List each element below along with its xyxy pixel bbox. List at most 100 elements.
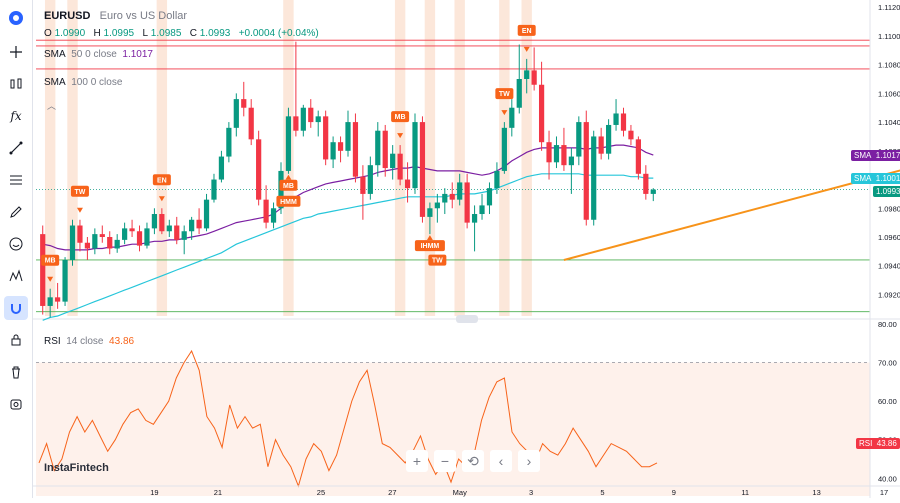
- scroll-left-button[interactable]: ‹: [490, 450, 512, 472]
- candle-body: [538, 84, 545, 143]
- rsi-value: 43.86: [109, 336, 135, 347]
- candle-body: [107, 237, 113, 249]
- time-tick-label: 19: [150, 488, 158, 497]
- magnet-icon[interactable]: [4, 296, 28, 320]
- candle-body: [620, 113, 627, 131]
- price-tick-label: 1.1100: [878, 32, 900, 41]
- rsi-tag-value: 43.86: [876, 439, 897, 448]
- candle-body: [494, 170, 500, 189]
- candle-body: [628, 130, 634, 140]
- candle-body: [211, 179, 217, 200]
- candle-body: [509, 107, 515, 128]
- sma50-tag-label: SMA: [854, 151, 872, 160]
- logo-icon[interactable]: [4, 6, 28, 30]
- ohlc-legend: O 1.0990 H 1.0995 L 1.0985 C 1.0993 +0.0…: [44, 28, 319, 39]
- price-tick-label: 1.1040: [878, 118, 900, 127]
- candle-body: [330, 142, 336, 160]
- lock-icon[interactable]: [4, 328, 28, 352]
- candle-body: [449, 193, 455, 200]
- candle-body: [166, 225, 172, 232]
- signal-badge: [414, 240, 445, 252]
- candle-body: [196, 219, 202, 229]
- rsi-legend[interactable]: RSI 14 close 43.86: [44, 336, 134, 347]
- signal-label: HMM: [280, 199, 297, 206]
- rsi-band: [36, 362, 870, 496]
- sma100-price-tag: SMA 1.1001: [851, 173, 900, 184]
- rsi-tag-label: RSI: [859, 439, 873, 448]
- candle-body: [263, 199, 269, 223]
- scroll-right-button[interactable]: ›: [518, 450, 540, 472]
- candle-body: [114, 239, 120, 249]
- candle-body: [174, 225, 180, 240]
- reset-chart-button[interactable]: ⟲: [462, 450, 484, 472]
- time-tick-label: May: [453, 488, 467, 497]
- candle-body: [77, 225, 83, 243]
- signal-label: IHMM: [421, 243, 440, 250]
- sma50-legend[interactable]: SMA 50 0 close 1.1017: [44, 49, 153, 60]
- candle-body: [218, 156, 225, 180]
- emoji-icon[interactable]: [4, 232, 28, 256]
- delete-icon[interactable]: [4, 360, 28, 384]
- signal-label: TW: [75, 189, 86, 196]
- formula-icon[interactable]: fx: [10, 109, 22, 123]
- candle-body: [270, 208, 277, 223]
- zoom-out-button[interactable]: −: [434, 450, 456, 472]
- signal-label: EN: [157, 177, 167, 184]
- candle-body: [315, 116, 321, 123]
- price-tick-label: 1.0940: [878, 262, 900, 271]
- high-value: 1.0995: [103, 28, 135, 39]
- sma100-tag-label: SMA: [854, 174, 872, 183]
- signal-shade: [67, 0, 78, 316]
- candle-body: [226, 127, 232, 157]
- candles-icon[interactable]: [4, 72, 28, 96]
- chart-canvas[interactable]: MB TW EN MB HMM MB IHMM TW TW EN 1.1120 1.1100 1.108…: [32, 0, 900, 498]
- time-tick-label: 5: [600, 488, 604, 497]
- visibility-icon[interactable]: [4, 392, 28, 416]
- candle-body: [643, 173, 649, 194]
- crosshair-icon[interactable]: [4, 40, 28, 64]
- zoom-in-button[interactable]: +: [406, 450, 428, 472]
- candle-body: [233, 99, 239, 128]
- signal-badge: [276, 195, 301, 207]
- open-label: O: [44, 28, 52, 39]
- candle-body: [256, 139, 262, 200]
- sma100-params: 100 0 close: [71, 77, 123, 88]
- candle-body: [412, 122, 418, 189]
- signal-arrow-down: [47, 276, 54, 282]
- fib-icon[interactable]: [4, 168, 28, 192]
- pattern-icon[interactable]: [4, 264, 28, 288]
- signal-badge: [391, 111, 410, 123]
- low-value: 1.0985: [150, 28, 182, 39]
- signal-badge: [41, 254, 60, 266]
- collapse-legend-icon[interactable]: ︿: [47, 101, 57, 111]
- brush-icon[interactable]: [4, 200, 28, 224]
- candle-body: [129, 228, 135, 232]
- time-tick-label: 21: [214, 488, 222, 497]
- signal-arrow-down: [523, 46, 530, 52]
- candle-body: [352, 122, 359, 177]
- candle-body: [583, 122, 589, 220]
- sma50-price-tag: SMA 1.1017: [851, 150, 900, 161]
- sma100-name: SMA: [44, 77, 66, 88]
- sma50-params: 50 0 close: [71, 49, 117, 60]
- candle-body: [308, 107, 314, 123]
- signal-shade: [454, 0, 465, 316]
- rsi-params: 14 close: [66, 336, 104, 347]
- chart-area[interactable]: MB TW EN MB HMM MB IHMM TW TW EN 1.1120 1.1100 1.108…: [32, 0, 900, 498]
- price-tick-label: 1.0920: [878, 290, 900, 299]
- sma100-legend[interactable]: SMA 100 0 close: [44, 77, 122, 88]
- signal-badge: [279, 179, 298, 191]
- time-tick-label: 25: [317, 488, 325, 497]
- symbol-legend[interactable]: EURUSD Euro vs US Dollar: [44, 10, 187, 22]
- price-tick-label: 1.1060: [878, 89, 900, 98]
- signal-label: MB: [395, 114, 406, 121]
- candle-body: [92, 234, 98, 249]
- trend-line-icon[interactable]: [4, 136, 28, 160]
- candle-body: [285, 116, 292, 171]
- candle-body: [568, 156, 574, 166]
- candle-body: [241, 99, 247, 108]
- candle-body: [382, 130, 388, 169]
- drawing-toolbar: fx: [0, 0, 33, 498]
- candle-body: [479, 205, 485, 215]
- candle-body: [293, 116, 299, 131]
